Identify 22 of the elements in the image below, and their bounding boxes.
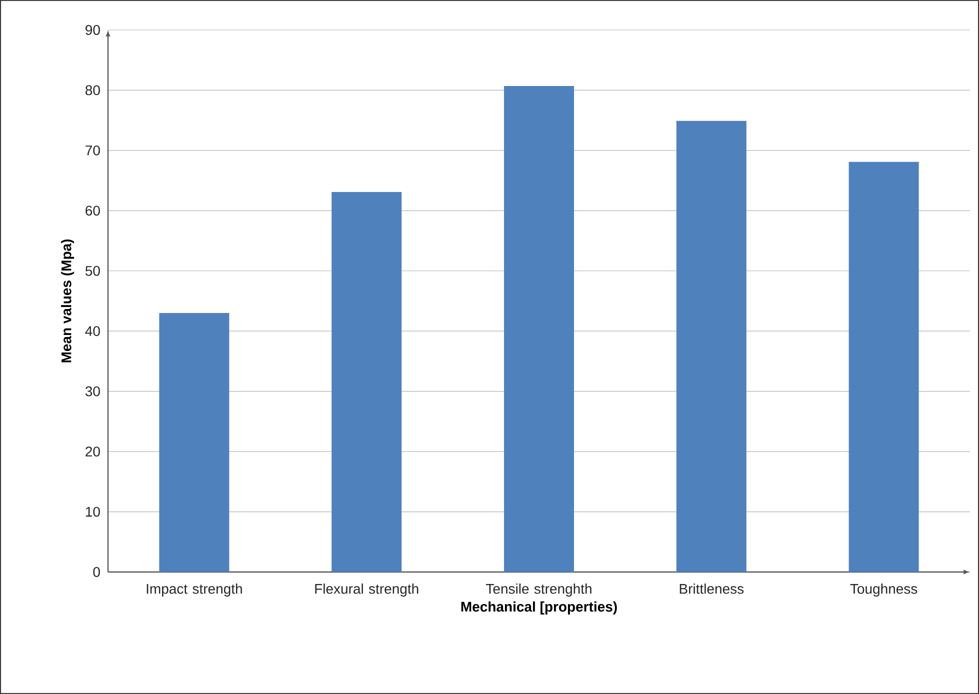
y-tick-label: 0 (93, 567, 100, 577)
bar (676, 120, 746, 572)
bar (332, 192, 402, 572)
y-tick-label: 60 (86, 206, 100, 216)
y-axis-title: Mean values (Mpa) (61, 239, 74, 362)
x-tick-label: Toughness (850, 584, 918, 597)
y-tick-label: 70 (86, 145, 100, 156)
x-tick-label: Impact strength (146, 584, 242, 597)
x-tick-label: Flexural strength (315, 584, 418, 597)
y-tick-label: 90 (86, 25, 100, 35)
y-tick-label: 80 (86, 85, 100, 96)
bar (504, 86, 574, 572)
x-axis-title: Mechanical [properties) (461, 601, 617, 614)
bar (848, 162, 919, 572)
x-tick-label: Tensile strenghth (486, 584, 592, 597)
y-tick-label: 10 (86, 506, 100, 517)
y-tick-label: 40 (85, 326, 100, 336)
bar (159, 313, 230, 572)
x-tick-label: Brittleness (680, 584, 744, 594)
y-tick-label: 30 (85, 386, 100, 396)
y-tick-label: 50 (85, 266, 100, 276)
y-tick-label: 20 (86, 446, 100, 457)
